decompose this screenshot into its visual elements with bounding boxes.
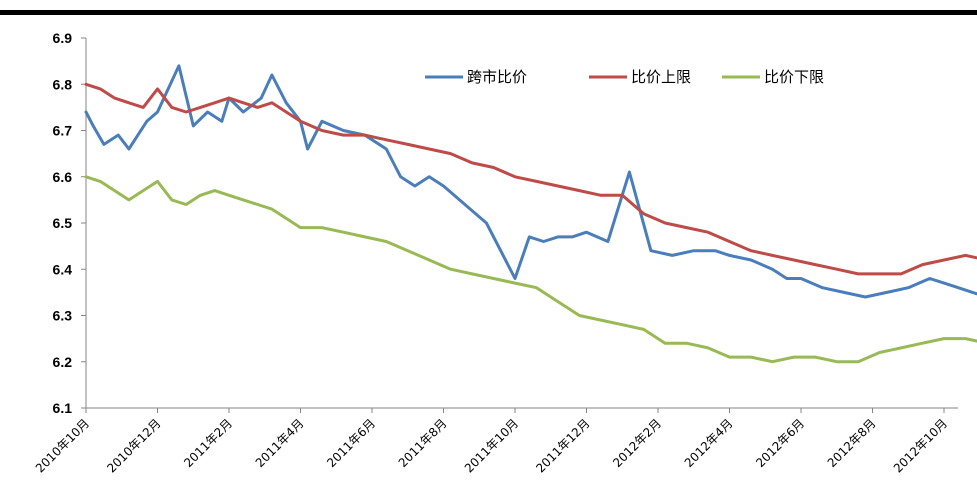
y-tick-labels: 6.1 6.2 6.3 6.4 6.5 6.6 6.7 6.8 6.9	[53, 30, 86, 416]
x-tick-label: 2010年12月	[104, 416, 163, 475]
x-tick-labels: 2010年10月 2010年12月 2011年2月 2011年4月 2011年6月 201…	[33, 408, 950, 475]
x-tick-label: 2012年10月	[891, 416, 950, 475]
x-tick-label: 2010年10月	[33, 416, 92, 475]
x-tick-label: 2011年10月	[462, 416, 521, 475]
y-tick-label: 6.4	[53, 261, 73, 277]
x-tick-label: 2011年6月	[324, 416, 378, 470]
y-tick-label: 6.7	[53, 123, 73, 139]
x-tick-label: 2011年4月	[253, 416, 307, 470]
legend-label: 比价上限	[631, 68, 691, 86]
x-tick-label: 2011年8月	[396, 416, 450, 470]
y-tick-label: 6.6	[53, 169, 73, 185]
chart-axes	[85, 38, 958, 409]
x-tick-label: 2012年4月	[682, 416, 736, 470]
y-tick-label: 6.3	[53, 308, 73, 324]
y-tick-label: 6.9	[53, 30, 73, 46]
series-lines	[84, 64, 977, 364]
top-rule	[0, 10, 977, 15]
series-line-2	[84, 82, 977, 276]
y-tick-label: 6.1	[53, 400, 73, 416]
series-line-1	[84, 64, 977, 299]
legend-label: 比价下限	[764, 68, 824, 86]
x-tick-label: 2011年12月	[533, 416, 592, 475]
y-tick-label: 6.8	[53, 76, 73, 92]
y-tick-label: 6.2	[53, 354, 73, 370]
series-line-3	[84, 175, 977, 364]
y-tick-label: 6.5	[53, 215, 73, 231]
x-tick-label: 2011年2月	[181, 416, 235, 470]
x-tick-label: 2012年6月	[753, 416, 807, 470]
legend: 跨市比价 比价上限 比价下限	[425, 68, 824, 86]
x-tick-label: 2012年8月	[825, 416, 879, 470]
x-tick-label: 2012年2月	[610, 416, 664, 470]
legend-label: 跨市比价	[467, 68, 527, 86]
